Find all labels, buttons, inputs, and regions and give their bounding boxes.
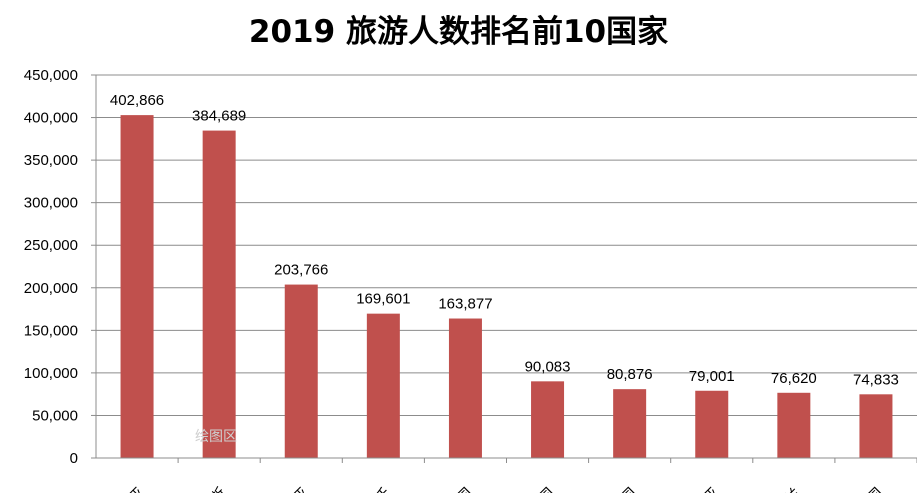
bar xyxy=(202,130,236,458)
x-axis: 亚斯亚沃国国国亚兰国 xyxy=(96,457,917,493)
y-axis: 0 50,000 100,000 150,000 200,000 250,000 300,0… xyxy=(24,67,97,467)
x-tick-label: 斯 xyxy=(207,484,230,493)
data-label: 402,866 xyxy=(110,92,164,109)
y-tick-label: 150,000 xyxy=(24,322,78,339)
data-label: 74,833 xyxy=(853,371,899,388)
y-tick-label: 350,000 xyxy=(24,152,78,169)
data-label: 203,766 xyxy=(274,262,328,279)
bar xyxy=(695,390,729,458)
x-tick-label: 国 xyxy=(863,484,886,493)
data-label: 169,601 xyxy=(356,291,410,308)
data-labels: 402,866 384,689 203,766 169,601 163,877 90,08… xyxy=(110,92,899,388)
data-label: 90,083 xyxy=(525,358,571,375)
x-tick-label: 国 xyxy=(617,484,640,493)
bar xyxy=(777,392,811,458)
x-tick-label: 国 xyxy=(453,484,476,493)
plot-area-watermark: 绘图区 xyxy=(195,429,237,445)
x-tick-label: 亚 xyxy=(289,484,312,493)
data-label: 79,001 xyxy=(689,368,735,385)
bars xyxy=(120,115,893,458)
x-tick-label: 亚 xyxy=(125,484,148,493)
data-label: 384,689 xyxy=(192,108,246,125)
chart-title: 2019 旅游人数排名前10国家 xyxy=(248,14,669,50)
bar xyxy=(859,394,893,458)
bar xyxy=(448,318,482,458)
bar xyxy=(284,284,318,458)
bar xyxy=(366,313,400,458)
bar xyxy=(613,389,647,458)
x-tick-label: 国 xyxy=(535,484,558,493)
data-label: 76,620 xyxy=(771,370,817,387)
bar xyxy=(120,115,154,458)
y-tick-label: 400,000 xyxy=(24,110,78,127)
x-tick-label: 兰 xyxy=(781,484,804,493)
y-tick-label: 250,000 xyxy=(24,237,78,254)
data-label: 163,877 xyxy=(438,296,492,313)
y-tick-label: 100,000 xyxy=(24,365,78,382)
y-tick-label: 0 xyxy=(70,450,78,467)
y-tick-label: 50,000 xyxy=(32,407,78,424)
data-label: 80,876 xyxy=(607,366,653,383)
x-tick-label: 沃 xyxy=(371,484,394,493)
y-tick-label: 300,000 xyxy=(24,195,78,212)
y-tick-label: 450,000 xyxy=(24,67,78,84)
y-tick-label: 200,000 xyxy=(24,280,78,297)
x-tick-label: 亚 xyxy=(699,484,722,493)
bar xyxy=(531,381,565,458)
